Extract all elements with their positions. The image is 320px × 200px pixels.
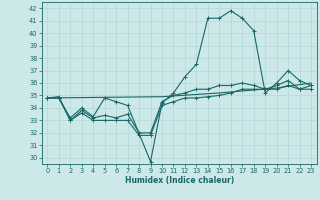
X-axis label: Humidex (Indice chaleur): Humidex (Indice chaleur) (124, 176, 234, 185)
